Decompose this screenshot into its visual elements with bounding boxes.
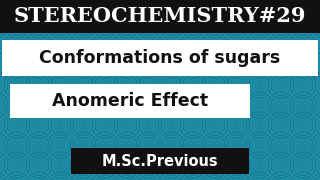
Text: STEREOCHEMISTRY#29: STEREOCHEMISTRY#29: [14, 6, 306, 26]
Bar: [10, 84, 250, 118]
Bar: [71, 148, 249, 174]
Text: Conformations of sugars: Conformations of sugars: [39, 49, 281, 67]
Bar: [2, 40, 318, 76]
Bar: [0, 0, 320, 33]
Text: Anomeric Effect: Anomeric Effect: [52, 92, 208, 110]
Text: M.Sc.Previous: M.Sc.Previous: [102, 154, 218, 168]
